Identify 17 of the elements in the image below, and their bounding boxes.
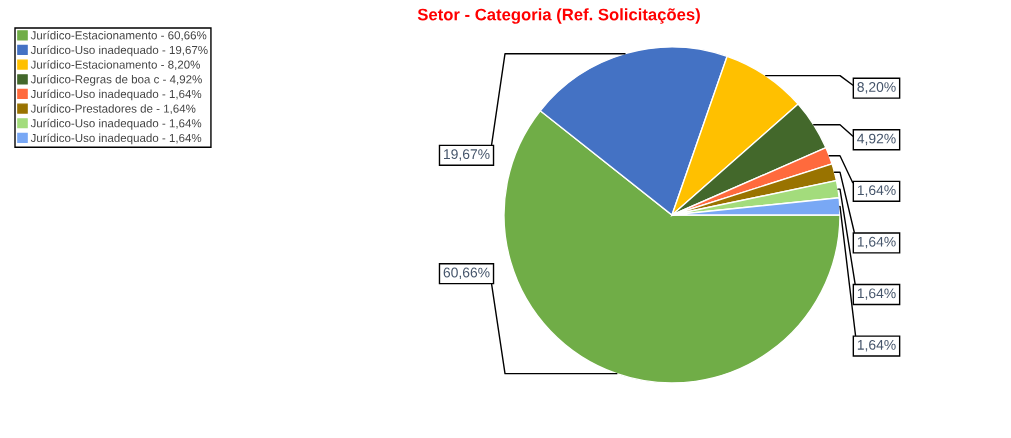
- data-label: 60,66%: [443, 267, 490, 280]
- legend-label: Jurídico-Prestadores de - 1,64%: [30, 104, 196, 115]
- data-label: 1,64%: [857, 236, 896, 249]
- legend-label: Jurídico-Estacionamento - 60,66%: [30, 30, 207, 41]
- legend-label: Jurídico-Uso inadequado - 19,67%: [30, 45, 208, 57]
- data-label: 1,64%: [857, 185, 896, 197]
- legend-label: Jurídico-Regras de boa c - 4,92%: [30, 74, 202, 86]
- data-label: 19,67%: [444, 149, 490, 161]
- data-label: 1,64%: [857, 288, 896, 300]
- data-label: 8,20%: [857, 82, 896, 94]
- legend-label: Jurídico-Uso inadequado - 1,64%: [30, 118, 202, 130]
- chart-title: Setor - Categoria (Ref. Solicitações): [417, 8, 700, 24]
- data-label: 1,64%: [857, 339, 896, 352]
- data-label: 4,92%: [857, 133, 896, 146]
- legend-label: Jurídico-Uso inadequado - 1,64%: [30, 89, 202, 101]
- legend-label: Jurídico-Estacionamento - 8,20%: [30, 60, 200, 71]
- legend-label: Jurídico-Uso inadequado - 1,64%: [30, 133, 202, 145]
